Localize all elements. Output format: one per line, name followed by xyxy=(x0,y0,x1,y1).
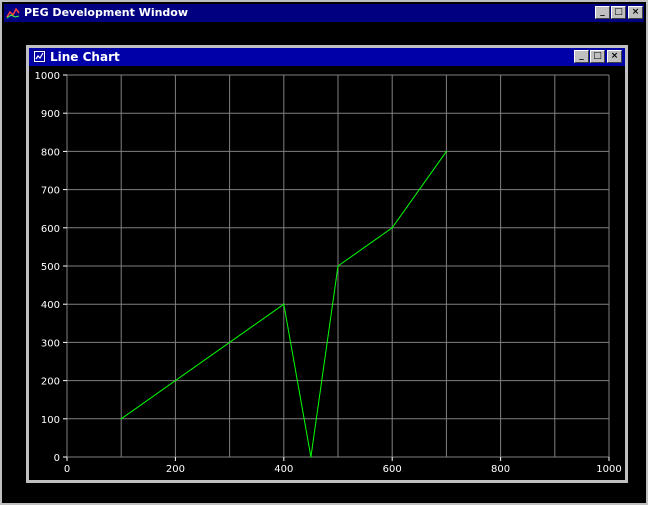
minimize-icon: _ xyxy=(579,51,584,61)
chart-window-icon xyxy=(33,50,46,63)
close-icon: × xyxy=(631,7,640,17)
maximize-icon: □ xyxy=(593,51,602,61)
chart-close-button[interactable]: × xyxy=(607,50,622,63)
y-tick-label: 300 xyxy=(41,338,60,349)
maximize-icon: □ xyxy=(614,7,623,17)
y-tick-label: 400 xyxy=(41,300,60,311)
x-tick-label: 400 xyxy=(274,464,293,475)
data-point xyxy=(391,227,393,229)
data-point xyxy=(283,303,285,305)
y-tick-label: 600 xyxy=(41,224,60,235)
inner-titlebar[interactable]: Line Chart _ □ × xyxy=(29,48,625,66)
data-point xyxy=(337,265,339,267)
y-tick-label: 500 xyxy=(41,262,60,273)
x-tick-label: 1000 xyxy=(596,464,621,475)
app-icon xyxy=(6,6,20,20)
line-chart-window: Line Chart _ □ × 0 100 200 300 400 500 600 700 8… xyxy=(26,45,628,483)
maximize-button[interactable]: □ xyxy=(611,6,626,19)
close-icon: × xyxy=(610,51,619,61)
outer-titlebar[interactable]: PEG Development Window _ □ × xyxy=(4,4,644,22)
x-tick-label: 0 xyxy=(64,464,70,475)
close-button[interactable]: × xyxy=(628,6,643,19)
outer-window-title: PEG Development Window xyxy=(24,6,189,19)
y-tick-label: 1000 xyxy=(35,71,60,82)
chart-minimize-button[interactable]: _ xyxy=(574,50,589,63)
inner-window-title: Line Chart xyxy=(50,50,120,64)
y-tick-label: 100 xyxy=(41,415,60,426)
y-tick-label: 800 xyxy=(41,147,60,158)
series-line xyxy=(120,151,447,458)
chart-area: 0 100 200 300 400 500 600 700 800 900 1000 0 200 400 6… xyxy=(29,67,625,480)
y-tick-label: 900 xyxy=(41,109,60,120)
data-point xyxy=(120,418,122,420)
minimize-icon: _ xyxy=(600,7,605,17)
y-tick-label: 200 xyxy=(41,377,60,388)
x-tick-label: 800 xyxy=(491,464,510,475)
x-tick-label: 600 xyxy=(383,464,402,475)
y-tick-label: 700 xyxy=(41,186,60,197)
line-chart: 0 100 200 300 400 500 600 700 800 900 1000 0 200 400 6… xyxy=(35,71,622,475)
data-point xyxy=(445,150,447,152)
y-tick-label: 0 xyxy=(54,453,60,464)
chart-maximize-button[interactable]: □ xyxy=(590,50,605,63)
data-point xyxy=(310,456,312,458)
minimize-button[interactable]: _ xyxy=(595,6,610,19)
x-tick-label: 200 xyxy=(166,464,185,475)
